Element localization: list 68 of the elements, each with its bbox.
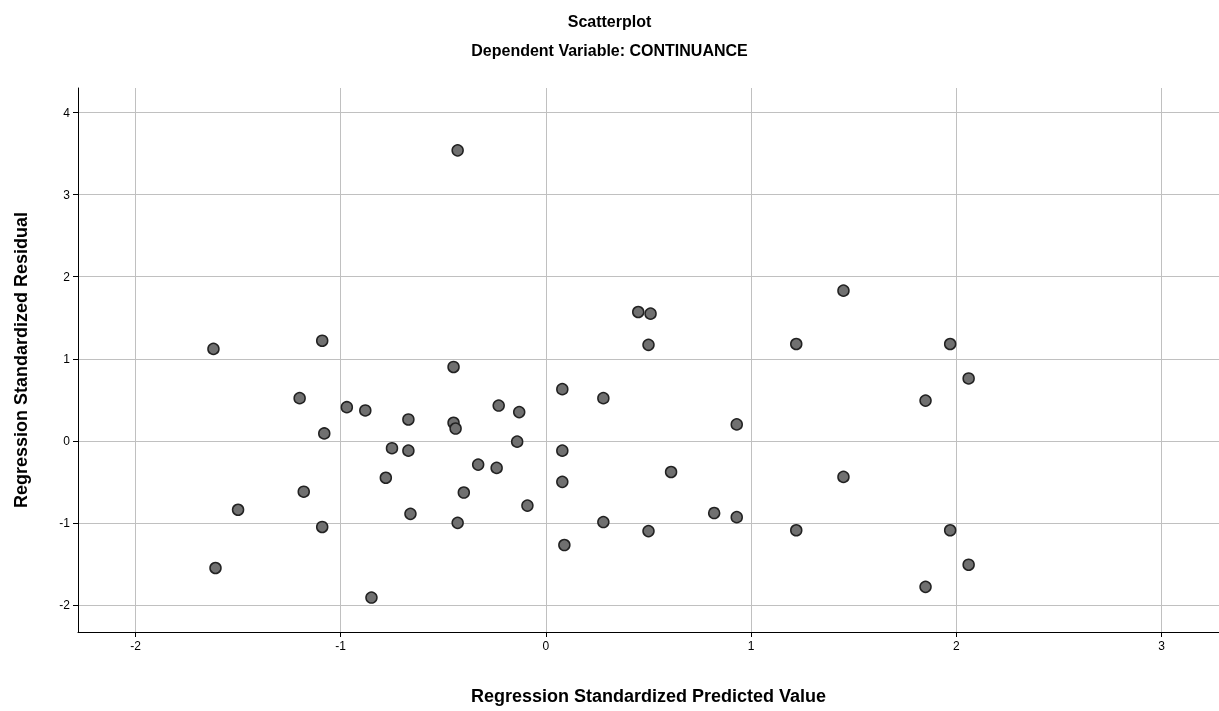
point xyxy=(707,506,721,520)
point xyxy=(449,422,462,435)
point xyxy=(451,516,464,530)
x-tick-label: 3 xyxy=(1158,639,1166,653)
point xyxy=(962,372,975,385)
point xyxy=(510,435,524,448)
point xyxy=(209,561,222,575)
point xyxy=(919,394,932,407)
point xyxy=(457,486,471,499)
y-tick-label: 0 xyxy=(63,433,71,448)
y-tick-label: 2 xyxy=(63,269,71,284)
point xyxy=(943,524,957,537)
point xyxy=(837,470,850,484)
point xyxy=(642,338,655,352)
point xyxy=(318,427,331,440)
point xyxy=(512,405,526,419)
point xyxy=(293,391,306,405)
point xyxy=(402,444,415,457)
point xyxy=(790,524,803,537)
point xyxy=(943,337,957,351)
point xyxy=(632,305,645,319)
point xyxy=(315,334,329,347)
y-tick-label: 1 xyxy=(63,351,71,366)
point xyxy=(730,418,743,431)
point xyxy=(451,144,464,157)
x-tick-label: 0 xyxy=(542,639,550,653)
x-tick-label: -2 xyxy=(130,639,142,653)
y-tick-label: -2 xyxy=(59,597,71,612)
y-tick-label: 3 xyxy=(63,187,71,202)
point xyxy=(207,342,220,356)
point xyxy=(597,515,610,529)
x-tick-label: 1 xyxy=(747,639,755,653)
x-tick-label: 2 xyxy=(952,639,960,653)
point xyxy=(642,524,655,538)
point xyxy=(471,458,485,471)
point xyxy=(521,499,534,512)
x-tick-label: -1 xyxy=(335,639,347,653)
chart-subtitle: Dependent Variable: CONTINUANCE xyxy=(471,41,749,59)
y-tick-label: -1 xyxy=(59,515,71,530)
point xyxy=(664,465,678,479)
point xyxy=(359,404,372,417)
point xyxy=(597,391,610,405)
point xyxy=(231,503,245,516)
point xyxy=(404,507,417,521)
point xyxy=(365,591,378,604)
x-axis-title: Regression Standardized Predicted Value xyxy=(470,686,827,706)
point xyxy=(919,580,932,594)
point xyxy=(385,441,399,455)
y-tick-label: 4 xyxy=(63,105,71,120)
point xyxy=(730,510,743,524)
point xyxy=(340,400,354,414)
point xyxy=(297,485,310,498)
point xyxy=(556,475,569,489)
point xyxy=(558,538,571,552)
point xyxy=(837,284,850,297)
point xyxy=(962,558,975,571)
point xyxy=(490,461,503,475)
chart-title: Scatterplot xyxy=(567,12,652,30)
point xyxy=(790,337,803,351)
point xyxy=(644,307,657,320)
point xyxy=(492,399,505,412)
point xyxy=(379,471,393,484)
y-axis-title: Regression Standardized Residual xyxy=(11,211,31,509)
point xyxy=(556,444,569,457)
point xyxy=(447,360,460,374)
point xyxy=(556,382,569,396)
point xyxy=(315,520,329,534)
point xyxy=(402,413,415,426)
